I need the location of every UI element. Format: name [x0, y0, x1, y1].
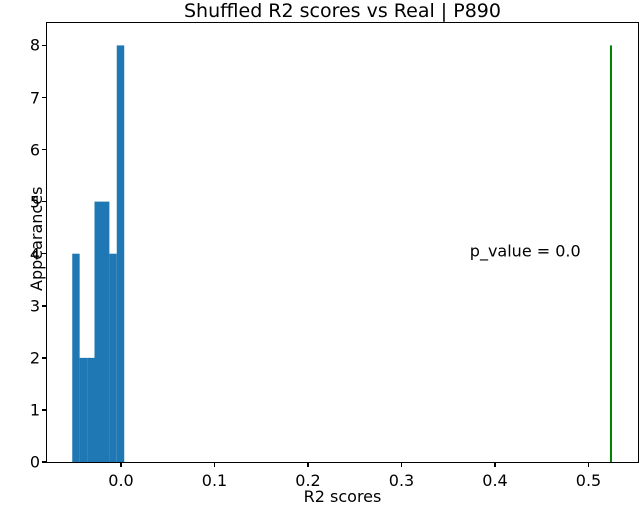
chart-title: Shuffled R2 scores vs Real | P890	[184, 0, 501, 22]
histogram-bar	[116, 45, 125, 462]
x-tick-mark	[587, 463, 590, 467]
y-tick-mark	[42, 252, 46, 255]
x-tick-label: 0.2	[295, 471, 321, 490]
p-value-annotation: p_value = 0.0	[469, 241, 581, 261]
histogram-bar	[94, 201, 102, 462]
y-tick-label: 2	[29, 348, 40, 368]
y-tick-label: 6	[29, 140, 40, 159]
histogram-bar	[79, 357, 88, 462]
y-tick-mark	[42, 305, 46, 307]
plot-area: p_value = 0.0	[46, 22, 639, 463]
x-tick-mark	[120, 463, 122, 467]
x-tick-label: 0.5	[575, 471, 602, 490]
y-tick-mark	[42, 44, 46, 47]
x-tick-mark	[400, 463, 403, 467]
x-tick-label: 0.4	[482, 471, 508, 490]
y-tick-label: 4	[29, 244, 40, 264]
histogram-bar	[87, 357, 95, 462]
y-tick-mark	[42, 148, 46, 151]
x-tick-mark	[307, 463, 309, 467]
y-tick-mark	[42, 357, 46, 359]
histogram-bar	[72, 253, 80, 462]
y-tick-label: 3	[29, 296, 40, 316]
plot-canvas	[72, 45, 612, 462]
x-tick-mark	[213, 463, 216, 467]
y-tick-mark	[42, 96, 46, 99]
histogram-bar	[101, 201, 110, 462]
x-axis-label: R2 scores	[303, 487, 382, 506]
y-axis-label: Appearances	[27, 186, 46, 291]
x-tick-mark	[494, 463, 496, 467]
y-tick-label: 5	[29, 192, 40, 212]
y-tick-mark	[42, 409, 46, 411]
y-tick-label: 0	[29, 452, 40, 472]
y-tick-label: 1	[29, 400, 40, 420]
x-tick-label: 0.0	[108, 471, 134, 490]
histogram-bar	[109, 253, 117, 462]
y-tick-mark	[42, 461, 46, 463]
x-tick-label: 0.3	[388, 471, 415, 490]
x-tick-label: 0.1	[201, 471, 228, 490]
y-tick-label: 8	[29, 35, 40, 55]
y-tick-mark	[42, 200, 46, 203]
y-tick-label: 7	[29, 88, 40, 107]
